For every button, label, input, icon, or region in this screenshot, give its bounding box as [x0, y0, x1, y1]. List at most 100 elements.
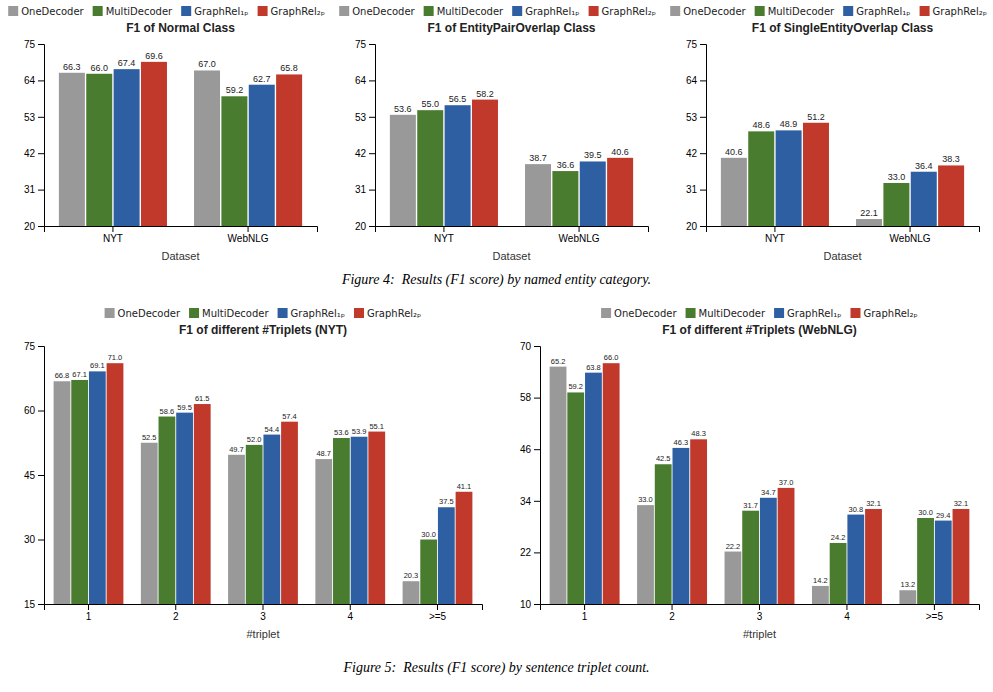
legend: OneDecoderMultiDecoderGraphRel₁ₚGraphRel…: [601, 308, 918, 319]
legend-label: MultiDecoder: [437, 6, 504, 17]
x-tick-label: NYT: [434, 233, 454, 244]
bar-series: [776, 130, 937, 226]
x-axis-title: #triplet: [246, 628, 279, 640]
bar: [71, 380, 88, 604]
legend-swatch: [181, 6, 191, 16]
legend-item: GraphRel₁ₚ: [278, 308, 345, 319]
bar: [742, 511, 759, 604]
legend-swatch: [189, 308, 199, 318]
x-tick-label: NYT: [103, 233, 123, 244]
data-label: 32.1: [954, 499, 969, 508]
y-tick: 53: [686, 112, 706, 123]
legend-label: GraphRel₂ₚ: [602, 6, 656, 17]
x-tick: 2: [669, 604, 675, 622]
data-label: 41.1: [457, 482, 472, 491]
y-tick-label: 45: [24, 470, 36, 481]
bar: [721, 158, 747, 226]
data-label: 37.5: [439, 497, 454, 506]
y-tick-label: 75: [686, 39, 698, 50]
legend-swatch: [93, 6, 103, 16]
legend-label: MultiDecoder: [699, 308, 766, 319]
x-axis-title: Dataset: [493, 250, 531, 262]
x-tick-mark: [350, 604, 351, 610]
x-tick-label: 1: [582, 611, 588, 622]
data-label: 67.4: [118, 58, 136, 68]
legend-item: MultiDecoder: [755, 6, 835, 17]
data-labels: 53.638.755.036.656.539.558.240.6: [394, 89, 629, 170]
data-label: 48.7: [316, 449, 331, 458]
bar: [390, 115, 416, 226]
data-label: 65.8: [280, 63, 298, 73]
y-tick-mark: [700, 117, 706, 118]
legend-label: MultiDecoder: [106, 6, 173, 17]
subplot: 65.233.022.214.213.259.242.531.724.230.0…: [520, 308, 980, 647]
legend-item: OneDecoder: [670, 6, 746, 17]
bar: [776, 130, 802, 226]
x-tick-mark: [910, 226, 911, 232]
y-tick-label: 30: [24, 534, 36, 545]
data-label: 31.7: [743, 501, 758, 510]
y-tick-mark: [369, 153, 375, 154]
y-tick: 46: [520, 444, 540, 455]
legend-swatch: [424, 6, 434, 16]
legend-swatch: [512, 6, 522, 16]
y-tick-label: 70: [520, 341, 532, 352]
y-tick-label: 42: [355, 148, 367, 159]
legend-item: GraphRel₂ₚ: [850, 308, 917, 319]
y-tick-label: 10: [520, 599, 532, 610]
y-tick-label: 46: [520, 444, 532, 455]
bar: [417, 110, 443, 226]
legend-label: GraphRel₂ₚ: [863, 308, 917, 319]
legend-swatch: [755, 6, 765, 16]
x-axis-line: [376, 227, 649, 233]
legend-item: GraphRel₁ₚ: [774, 308, 841, 319]
bar: [403, 581, 420, 604]
bar: [917, 518, 934, 604]
legend-swatch: [258, 6, 268, 16]
legend-swatch: [920, 6, 930, 16]
bars: [59, 62, 302, 226]
bar: [333, 438, 350, 604]
y-axis-line: [534, 347, 541, 605]
data-label: 22.2: [726, 542, 741, 551]
data-label: 59.5: [177, 403, 192, 412]
bar: [420, 540, 437, 605]
bar: [725, 552, 742, 604]
data-label: 57.4: [282, 412, 297, 421]
x-tick-mark: [672, 604, 673, 610]
data-label: 30.0: [421, 530, 436, 539]
bar: [276, 74, 302, 226]
data-label: 59.2: [568, 382, 583, 391]
y-tick: 20: [355, 221, 375, 232]
y-tick-label: 64: [24, 75, 36, 86]
bar: [585, 373, 602, 604]
legend-label: OneDecoder: [352, 6, 415, 17]
data-label: 62.7: [253, 74, 271, 84]
x-tick: NYT: [103, 226, 123, 244]
y-tick-mark: [369, 80, 375, 81]
x-tick-label: 4: [844, 611, 850, 622]
subplot: 66.852.549.748.720.367.158.652.053.630.0…: [24, 308, 483, 669]
x-tick-mark: [934, 604, 935, 610]
legend-swatch: [850, 308, 860, 318]
bar: [228, 455, 245, 604]
bar: [830, 543, 847, 604]
y-tick: 64: [24, 75, 44, 86]
y-tick-label: 20: [355, 221, 367, 232]
bar-series: [472, 100, 633, 226]
legend-label: GraphRel₁ₚ: [856, 6, 910, 17]
x-tick-label: 1: [86, 611, 92, 622]
y-axis-line: [38, 347, 45, 605]
data-label: 22.1: [860, 208, 878, 218]
y-tick: 34: [520, 496, 540, 507]
y-axis: 1530456075: [24, 341, 45, 610]
bar: [567, 392, 584, 604]
x-tick-mark: [759, 604, 760, 610]
x-axis: NYTWebNLG: [707, 226, 980, 244]
subplot: 53.638.755.036.656.539.558.240.620314253…: [339, 6, 656, 292]
data-label: 67.0: [198, 59, 216, 69]
data-label: 58.2: [476, 89, 494, 99]
x-axis: NYTWebNLG: [376, 226, 649, 244]
legend-swatch: [354, 308, 364, 318]
bar-series: [585, 373, 952, 604]
